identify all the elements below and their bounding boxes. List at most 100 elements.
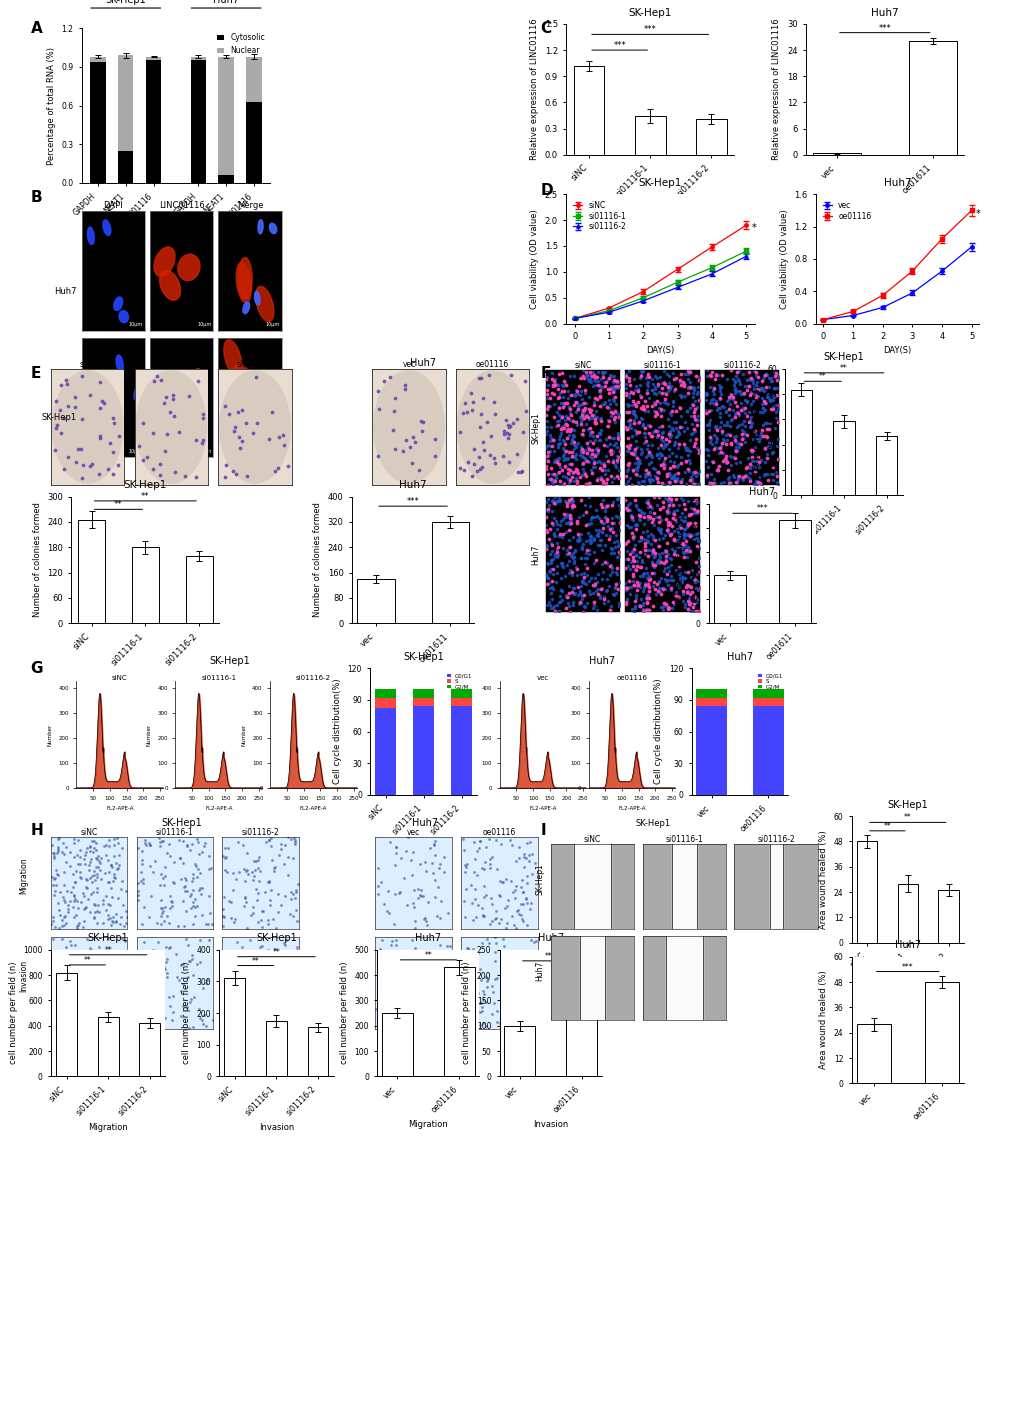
Point [558, 554, 575, 577]
Point [77, 896, 94, 919]
Point [671, 384, 687, 407]
Point [618, 418, 634, 440]
Point [582, 508, 598, 530]
Point [624, 598, 640, 620]
Point [171, 847, 187, 870]
Point [98, 885, 114, 908]
Point [223, 891, 239, 913]
Point [556, 456, 573, 478]
Point [427, 886, 443, 909]
Point [679, 598, 695, 620]
Point [590, 374, 606, 397]
Point [246, 850, 262, 872]
Point [667, 518, 684, 540]
Point [727, 371, 743, 394]
Point [157, 951, 173, 974]
Point [608, 436, 625, 459]
Point [216, 960, 232, 982]
Point [271, 844, 287, 867]
Point [198, 972, 214, 995]
Point [725, 386, 741, 408]
Point [48, 416, 64, 439]
Point [743, 454, 759, 477]
Point [565, 409, 581, 432]
Point [580, 512, 596, 535]
Point [545, 440, 561, 463]
Point [544, 511, 560, 533]
Point [152, 834, 168, 857]
Point [665, 521, 682, 543]
Point [429, 1016, 445, 1038]
Point [595, 454, 611, 477]
Point [675, 590, 691, 612]
Bar [897, 884, 917, 943]
Point [405, 840, 421, 862]
Point [270, 900, 286, 923]
Point [180, 934, 197, 957]
Point [564, 580, 580, 602]
Point [47, 961, 63, 983]
Bar [696, 120, 727, 155]
Bar [131, 547, 159, 623]
Point [767, 460, 784, 483]
Point [115, 1017, 131, 1040]
Legend: G0/G1, S, G2/M: G0/G1, S, G2/M [444, 671, 474, 692]
Point [643, 425, 659, 447]
Point [581, 532, 597, 554]
Point [104, 909, 120, 931]
Point [680, 522, 696, 545]
Point [649, 460, 665, 483]
Point [621, 582, 637, 605]
Point [423, 976, 439, 999]
Ellipse shape [88, 227, 94, 245]
Point [77, 841, 94, 864]
Point [48, 858, 64, 881]
Point [256, 881, 272, 903]
Point [750, 456, 766, 478]
Point [237, 967, 254, 989]
Point [176, 874, 193, 896]
Point [571, 384, 587, 407]
Point [752, 449, 768, 471]
Point [639, 521, 655, 543]
Point [61, 976, 77, 999]
Point [631, 505, 647, 528]
Point [185, 986, 202, 1009]
Point [270, 457, 286, 480]
Point [101, 969, 117, 992]
Point [82, 944, 98, 967]
Ellipse shape [234, 414, 242, 424]
Point [543, 587, 559, 609]
Point [652, 433, 668, 456]
Point [657, 592, 674, 615]
Point [217, 988, 233, 1010]
Point [572, 367, 588, 390]
Point [577, 597, 593, 619]
Point [542, 426, 558, 449]
Point [671, 525, 687, 547]
Point [554, 556, 571, 578]
Point [46, 844, 62, 867]
Point [743, 383, 759, 405]
Point [472, 969, 488, 992]
Point [681, 460, 697, 483]
Point [572, 409, 588, 432]
Point [628, 457, 644, 480]
Point [553, 380, 570, 402]
Point [183, 833, 200, 855]
Point [510, 460, 526, 483]
Point [588, 407, 604, 429]
Point [465, 958, 481, 981]
Point [549, 373, 566, 395]
Point [43, 964, 59, 986]
Point [118, 906, 135, 929]
Point [548, 452, 565, 474]
Point [66, 906, 83, 929]
Point [669, 421, 686, 443]
Point [59, 395, 75, 418]
Point [623, 515, 639, 537]
Point [194, 877, 210, 899]
Point [656, 539, 673, 561]
Ellipse shape [133, 386, 142, 401]
Ellipse shape [181, 400, 204, 426]
